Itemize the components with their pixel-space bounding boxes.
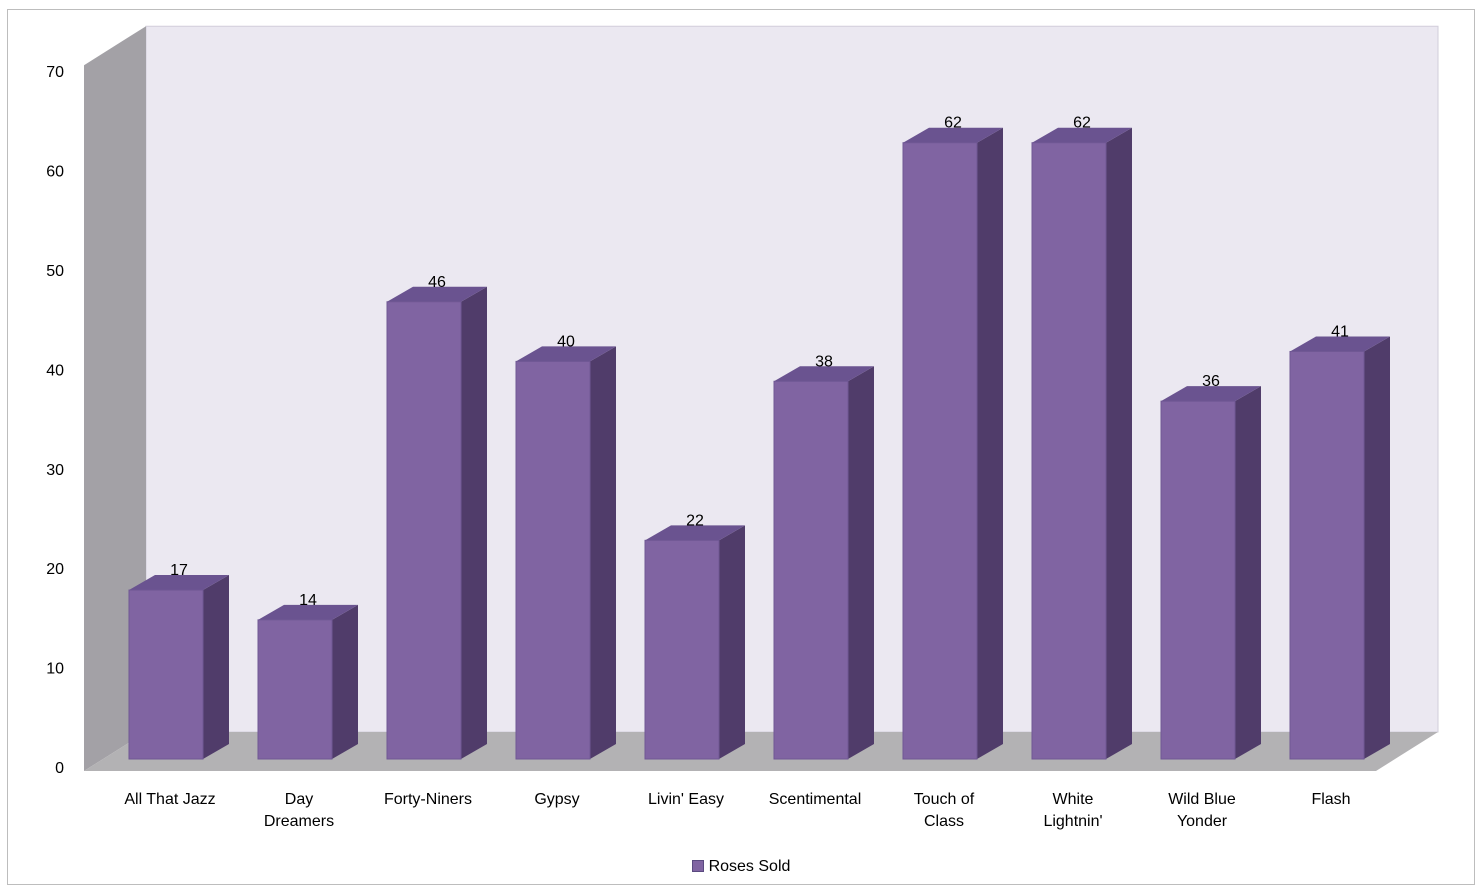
x-tick-label-line: Yonder	[1177, 813, 1228, 830]
y-tick-label: 30	[46, 462, 64, 479]
bar-side	[590, 346, 616, 759]
x-tick-label-line: Forty-Niners	[384, 791, 472, 808]
y-tick-label: 10	[46, 661, 64, 678]
x-tick-label: All That Jazz	[124, 791, 215, 808]
x-tick-label: Livin' Easy	[648, 791, 724, 808]
x-tick-label-line: Flash	[1311, 791, 1350, 808]
bar	[386, 301, 462, 760]
x-tick-label-line: Dreamers	[264, 813, 334, 830]
y-tick-label: 60	[46, 164, 64, 181]
bar-top	[516, 346, 616, 362]
bar-top	[903, 127, 1003, 143]
bar-top	[1032, 127, 1132, 143]
bar-top	[387, 286, 487, 302]
bar	[644, 539, 720, 760]
data-label: 46	[428, 274, 446, 291]
data-label: 40	[557, 333, 575, 350]
data-label: 62	[1073, 115, 1091, 132]
bar-side	[977, 127, 1003, 760]
data-label: 14	[299, 592, 317, 609]
bar-top	[1161, 386, 1261, 402]
bar-top	[1290, 336, 1390, 352]
x-tick-label-line: Wild Blue	[1168, 791, 1236, 808]
x-tick-label-line: Class	[924, 813, 964, 830]
bar-side	[461, 286, 487, 759]
x-tick-label-line: Scentimental	[769, 791, 862, 808]
bar-side	[719, 525, 745, 759]
y-tick-label: 40	[46, 362, 64, 379]
bar	[902, 142, 978, 760]
x-tick-label-line: Touch of	[914, 791, 975, 808]
y-tick-label: 20	[46, 561, 64, 578]
x-tick-label: Forty-Niners	[384, 791, 472, 808]
x-tick-label-line: Day	[285, 791, 313, 808]
data-label: 62	[944, 115, 962, 132]
bar-top	[258, 604, 358, 620]
data-label: 38	[815, 353, 833, 370]
data-label: 41	[1331, 323, 1349, 340]
bar	[773, 380, 849, 760]
bar-side	[1106, 127, 1132, 760]
bar	[1289, 350, 1365, 760]
x-tick-label-line: White	[1053, 791, 1094, 808]
x-tick-label: Wild Blue Yonder	[1168, 791, 1236, 830]
legend-swatch	[691, 860, 704, 872]
bar-side	[332, 604, 358, 759]
bar-top	[774, 366, 874, 382]
x-tick-label: Scentimental	[769, 791, 862, 808]
bar-top	[129, 575, 229, 591]
bar-side	[848, 366, 874, 759]
x-tick-label: Gypsy	[534, 791, 579, 808]
x-tick-label-line: Lightnin'	[1043, 813, 1102, 830]
data-label: 36	[1202, 373, 1220, 390]
side-wall	[84, 26, 146, 771]
x-tick-label-line: Livin' Easy	[648, 791, 724, 808]
y-tick-label: 0	[55, 760, 64, 777]
bar	[1031, 142, 1107, 760]
legend: Roses Sold	[0, 858, 1482, 876]
bar-top	[645, 525, 745, 541]
x-tick-label: Touch of Class	[914, 791, 975, 830]
x-tick-label: White Lightnin'	[1043, 791, 1102, 830]
y-tick-label: 50	[46, 263, 64, 280]
x-tick-label: Flash	[1311, 791, 1350, 808]
data-label: 17	[170, 562, 188, 579]
bar-side	[203, 575, 229, 759]
bar-side	[1364, 336, 1390, 759]
x-tick-label-line: Gypsy	[534, 791, 579, 808]
x-tick-label-line: All That Jazz	[124, 791, 215, 808]
legend-label: Roses Sold	[708, 858, 791, 875]
data-label: 22	[686, 512, 704, 529]
bar	[515, 360, 591, 760]
x-tick-label: Day Dreamers	[264, 791, 334, 830]
bar	[128, 589, 204, 760]
bar	[257, 619, 333, 760]
bar	[1160, 400, 1236, 760]
y-tick-label: 70	[46, 64, 64, 81]
bar-side	[1235, 386, 1261, 759]
